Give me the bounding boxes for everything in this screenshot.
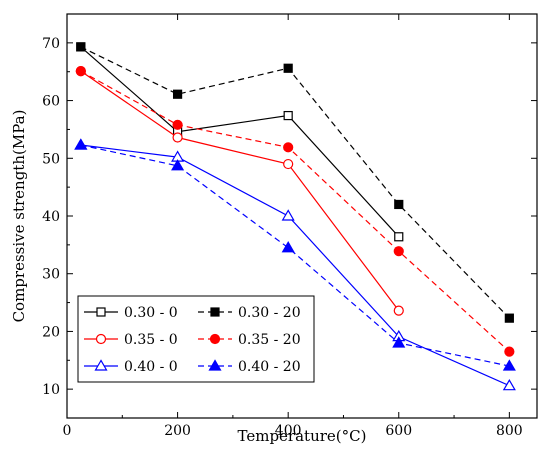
y-tick-label: 50 [42, 151, 60, 167]
y-tick-label: 60 [42, 94, 60, 110]
y-tick-label: 40 [42, 209, 60, 225]
data-point [394, 199, 404, 210]
x-axis-title: Temperature(°C) [238, 427, 367, 445]
data-point [393, 246, 404, 257]
y-tick-label: 70 [42, 36, 60, 52]
x-tick-label: 400 [275, 423, 302, 439]
data-point [392, 336, 406, 348]
series-0 [76, 42, 404, 242]
legend-item: 0.40 - 0 [84, 359, 178, 375]
y-tick-label: 10 [42, 382, 60, 398]
legend-marker [210, 307, 220, 317]
legend-label: 0.30 - 0 [124, 305, 178, 321]
legend-label: 0.30 - 20 [238, 305, 301, 321]
data-point [172, 89, 183, 99]
data-point [76, 42, 86, 52]
data-point [74, 138, 88, 150]
series-3 [75, 66, 515, 357]
legend-marker [209, 333, 221, 345]
legend-item: 0.35 - 20 [198, 332, 301, 348]
series-5 [74, 138, 516, 371]
y-tick-label: 30 [42, 267, 60, 283]
data-point [75, 66, 86, 77]
y-axis-title: Compressive strength(MPa) [10, 110, 28, 323]
x-tick-label: 800 [496, 423, 523, 439]
data-point [283, 110, 293, 121]
legend-label: 0.40 - 20 [238, 359, 301, 375]
data-point [172, 119, 183, 130]
data-point [394, 232, 404, 242]
legend-item: 0.30 - 0 [84, 305, 178, 321]
data-point [172, 132, 183, 143]
series-line [80, 144, 510, 367]
legend-marker [95, 333, 107, 345]
series-1 [76, 42, 514, 323]
data-point [502, 378, 516, 391]
legend-marker [208, 359, 222, 371]
axes: 0 200 400 600 800 10 20 30 40 50 60 70 [42, 14, 537, 439]
legend-marker [94, 359, 108, 371]
legend-label: 0.40 - 0 [124, 359, 178, 375]
data-point [504, 313, 514, 323]
legend-label: 0.35 - 0 [124, 332, 178, 348]
x-tick-label: 0 [63, 423, 72, 439]
data-point [283, 158, 294, 170]
data-point [283, 142, 294, 153]
data-point [171, 159, 185, 171]
y-tick-label: 20 [42, 324, 60, 340]
data-point [283, 63, 293, 73]
x-tick-label: 600 [385, 423, 412, 439]
series-line [80, 46, 510, 319]
legend: 0.30 - 0 0.30 - 20 0.35 - 0 0.35 - 20 0.40 -… [77, 295, 315, 383]
data-point [281, 241, 295, 253]
data-point [281, 209, 295, 221]
legend-label: 0.35 - 20 [238, 332, 301, 348]
series-layer [74, 42, 516, 391]
data-point [393, 305, 404, 316]
x-tick-label: 200 [164, 423, 191, 439]
legend-item: 0.40 - 20 [198, 359, 301, 375]
data-point [502, 359, 516, 371]
series-line [80, 46, 400, 238]
series-line [80, 70, 400, 312]
legend-item: 0.35 - 0 [84, 332, 178, 348]
data-point [504, 346, 515, 357]
legend-item: 0.30 - 20 [198, 305, 301, 321]
legend-marker [96, 307, 106, 317]
